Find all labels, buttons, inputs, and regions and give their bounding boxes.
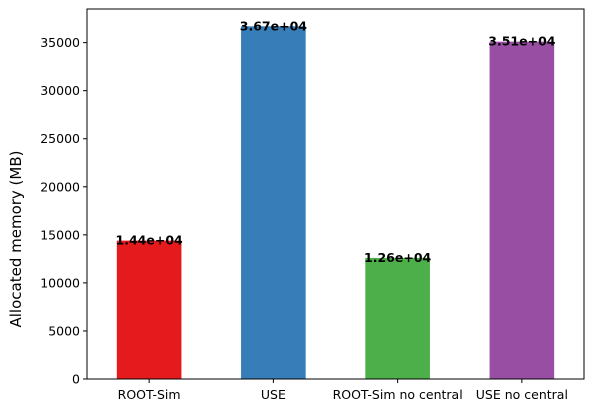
- bars-group: [116, 26, 555, 379]
- bar-1: [116, 240, 182, 379]
- y-tick-label-7: 30000: [40, 83, 80, 98]
- bar-3: [365, 257, 430, 379]
- data-labels: 1.44e+04 3.67e+04 1.26e+04 3.51e+04: [116, 18, 556, 265]
- data-label-3: 1.26e+04: [364, 250, 431, 265]
- y-tick-label-3: 10000: [40, 275, 80, 290]
- y-tick-label-2: 5000: [48, 323, 80, 338]
- data-label-1: 1.44e+04: [116, 233, 183, 248]
- y-tick-label-1: 0: [72, 372, 80, 387]
- x-tick-label-2: USE: [261, 387, 286, 402]
- y-axis-ticks: 0 5000 10000 15000 20000 25000 30000 35000: [40, 35, 87, 387]
- plot-frame: [86, 8, 585, 380]
- y-tick-label-5: 20000: [40, 179, 80, 194]
- x-tick-label-4: USE no central: [476, 387, 568, 402]
- y-tick-label-8: 35000: [40, 35, 80, 50]
- data-label-2: 3.67e+04: [240, 18, 307, 33]
- y-tick-label-4: 15000: [40, 227, 80, 242]
- x-tick-label-1: ROOT-Sim: [118, 387, 181, 402]
- y-tick-label-6: 25000: [40, 131, 80, 146]
- x-tick-label-3: ROOT-Sim no central: [333, 387, 463, 402]
- data-label-4: 3.51e+04: [488, 34, 555, 49]
- x-axis-ticks: ROOT-Sim USE ROOT-Sim no central USE no cen…: [118, 379, 568, 402]
- bar-2: [241, 26, 306, 379]
- y-axis-title: Allocated memory (MB): [7, 151, 25, 328]
- bar-4: [489, 41, 555, 379]
